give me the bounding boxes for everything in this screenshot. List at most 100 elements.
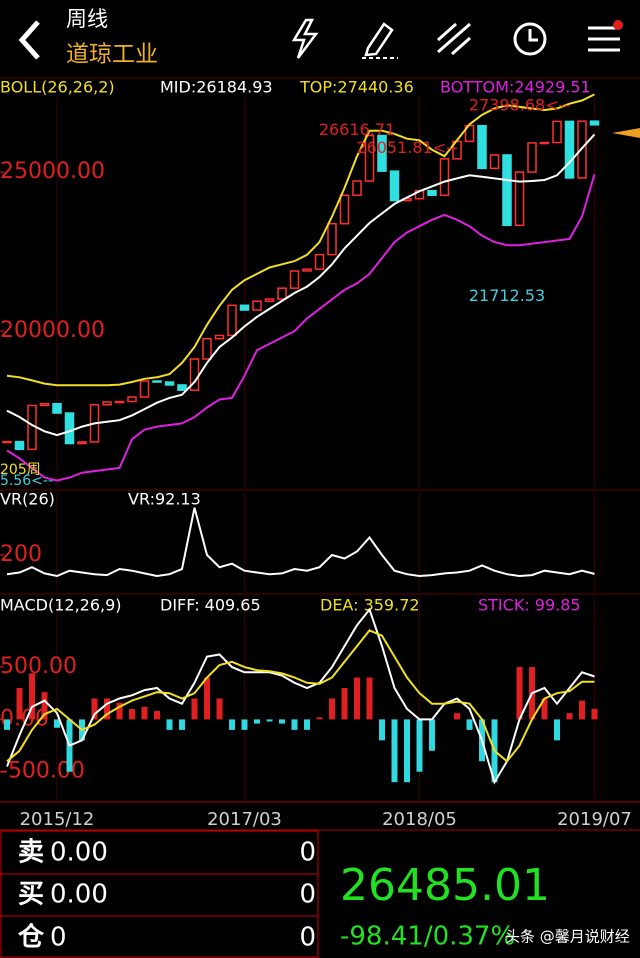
- candle: [314, 253, 325, 270]
- candle: [277, 287, 287, 300]
- stick-bar: [29, 673, 35, 720]
- candle: [352, 180, 362, 196]
- candle: [327, 222, 337, 256]
- candle: [139, 380, 150, 398]
- order-price: 0.00: [50, 838, 108, 868]
- stick-bar: [541, 698, 548, 720]
- stick-bar: [229, 719, 235, 730]
- indicator-readout: MID:26184.93: [160, 78, 273, 97]
- candle: [177, 384, 187, 391]
- order-label: 卖: [18, 838, 44, 868]
- indicator-readout: DEA: 359.72: [320, 596, 420, 615]
- candle: [552, 120, 562, 144]
- order-qty: 0: [299, 880, 316, 910]
- stick-bar: [54, 719, 60, 728]
- order-price: 0: [50, 923, 67, 953]
- price-annotation: 27398.68<--: [469, 95, 570, 114]
- candle: [114, 400, 125, 404]
- price-change: -98.41/0.37%: [340, 922, 515, 952]
- candle: [302, 268, 312, 272]
- indicator-readout: TOP:27440.36: [299, 78, 414, 97]
- stick-bar: [91, 698, 98, 720]
- indicator-readout: STICK: 99.85: [478, 596, 581, 615]
- indicator-readout: BOTTOM:24929.51: [440, 78, 591, 97]
- indicator-readout: VR:92.13: [128, 490, 201, 509]
- stick-bar: [279, 719, 285, 724]
- stick-bar: [41, 692, 48, 720]
- candle: [64, 412, 75, 445]
- stick-bar: [579, 700, 585, 720]
- stick-bar: [16, 688, 23, 720]
- price-annotation: 26051.81<--: [356, 138, 457, 157]
- candle: [39, 402, 50, 407]
- candle: [389, 170, 400, 202]
- candle: [539, 141, 550, 145]
- candle: [439, 158, 450, 197]
- stick-bar: [116, 702, 123, 720]
- y-tick-label: 200: [0, 542, 42, 567]
- stick-bar: [304, 719, 310, 730]
- instrument-name: 道琼工业: [66, 42, 158, 68]
- stick-bar: [416, 719, 423, 772]
- candle: [127, 396, 137, 403]
- line-tool-icon[interactable]: [437, 22, 471, 56]
- stick-bar: [566, 713, 573, 720]
- candle: [264, 298, 275, 302]
- candle: [227, 304, 237, 337]
- order-label: 买: [18, 880, 44, 910]
- candle: [377, 134, 387, 172]
- draw-icon[interactable]: [364, 22, 394, 57]
- price-annotation: 26616.71: [319, 120, 395, 139]
- order-label: 仓: [17, 922, 45, 953]
- candle: [77, 441, 87, 445]
- chart-note: 205周: [0, 462, 41, 478]
- stick-bar: [591, 708, 598, 720]
- stick-bar: [429, 719, 435, 751]
- stick-bar: [291, 719, 298, 730]
- stick-bar: [466, 719, 473, 730]
- candle: [339, 194, 350, 225]
- stick-bar: [166, 719, 173, 730]
- stick-bar: [154, 711, 160, 720]
- stick-bar: [516, 667, 523, 720]
- indicator-title: BOLL(26,26,2): [0, 78, 115, 97]
- period-label[interactable]: 周线: [66, 7, 108, 31]
- clock-hands: [528, 29, 538, 42]
- watermark: 头条 @馨月说财经: [505, 928, 630, 946]
- price-annotation: 21712.53: [469, 286, 545, 305]
- y-tick-label: 25000.00: [0, 159, 105, 184]
- stick-bar: [241, 719, 248, 730]
- candle: [364, 134, 375, 182]
- price-pointer: [612, 128, 640, 138]
- stick-bar: [129, 708, 135, 720]
- candle: [14, 440, 25, 451]
- indicator-line: [6, 174, 596, 482]
- indicator-title: MACD(12,26,9): [0, 596, 122, 615]
- indicator-line: [6, 507, 595, 578]
- candle: [502, 154, 512, 227]
- stick-bar: [354, 677, 360, 720]
- order-qty: 0: [299, 923, 316, 953]
- stick-bar: [341, 688, 348, 720]
- stick-bar: [366, 677, 373, 720]
- indicator-title: VR(26): [0, 490, 55, 509]
- x-tick-label: 2018/05: [382, 809, 457, 830]
- candle: [164, 381, 175, 386]
- x-tick-label: 2015/12: [20, 809, 95, 830]
- candle: [589, 120, 600, 126]
- back-button[interactable]: [18, 20, 40, 60]
- order-qty: 0: [299, 838, 316, 868]
- indicator-line: [6, 607, 595, 785]
- clock-icon[interactable]: [513, 22, 547, 56]
- candle: [489, 154, 500, 170]
- candle: [477, 124, 487, 170]
- stick-bar: [4, 719, 10, 730]
- chart-note: 5.56<--: [0, 473, 53, 489]
- flash-icon[interactable]: [291, 18, 319, 59]
- candle: [202, 337, 212, 360]
- indicator-line: [6, 93, 595, 387]
- stick-bar: [141, 706, 148, 720]
- stick-bar: [266, 719, 273, 722]
